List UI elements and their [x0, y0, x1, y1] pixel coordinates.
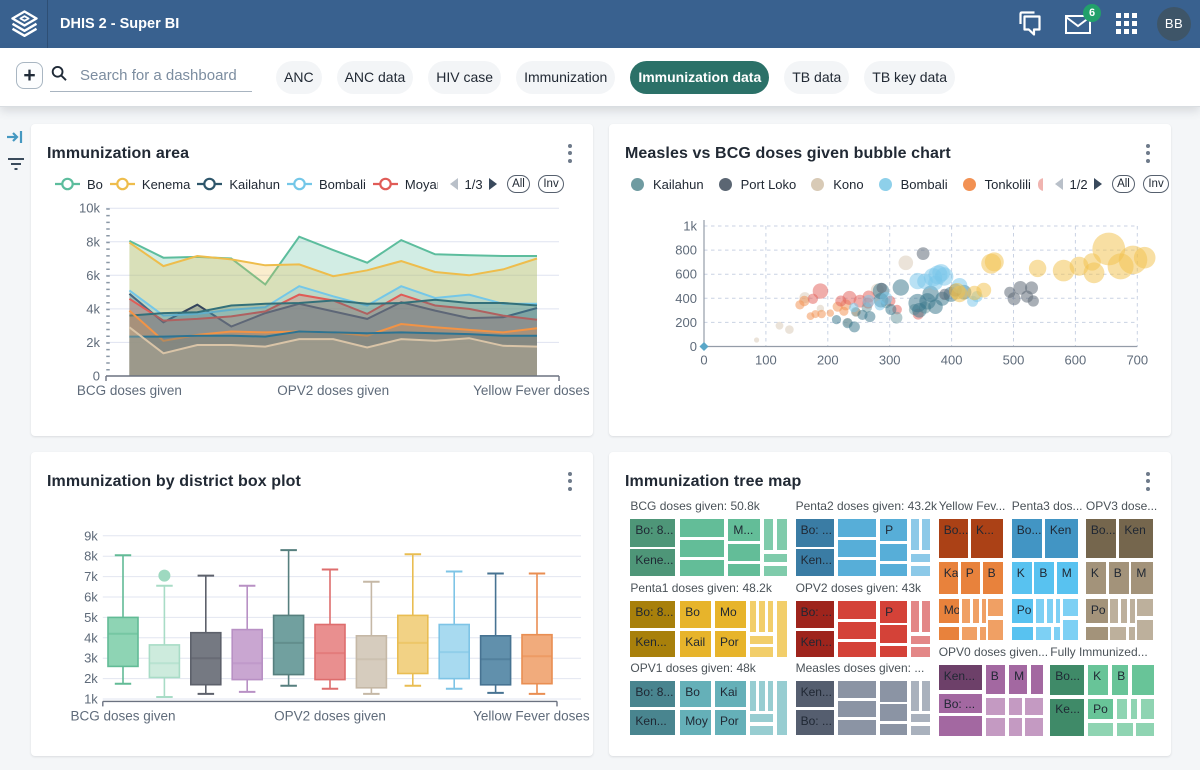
- svg-text:0: 0: [690, 339, 697, 354]
- svg-text:7k: 7k: [84, 569, 98, 584]
- svg-text:100: 100: [755, 353, 777, 368]
- svg-text:0: 0: [700, 353, 707, 368]
- svg-text:8k: 8k: [86, 234, 100, 249]
- svg-text:6k: 6k: [86, 268, 100, 283]
- svg-text:0: 0: [93, 369, 100, 384]
- svg-text:200: 200: [675, 315, 697, 330]
- svg-text:1k: 1k: [84, 692, 98, 707]
- svg-text:BCG doses given: BCG doses given: [77, 383, 182, 398]
- svg-text:OPV2 doses given: OPV2 doses given: [277, 383, 389, 398]
- svg-text:2k: 2k: [86, 335, 100, 350]
- svg-text:5k: 5k: [84, 610, 98, 625]
- svg-text:4k: 4k: [84, 630, 98, 645]
- svg-text:400: 400: [675, 291, 697, 306]
- svg-text:400: 400: [941, 353, 963, 368]
- svg-text:4k: 4k: [86, 301, 100, 316]
- svg-text:2k: 2k: [84, 671, 98, 686]
- svg-text:500: 500: [1003, 353, 1025, 368]
- svg-text:600: 600: [675, 267, 697, 282]
- svg-text:BCG doses given: BCG doses given: [70, 708, 175, 723]
- svg-text:1k: 1k: [683, 219, 697, 234]
- svg-text:Yellow Fever doses g: Yellow Fever doses g: [473, 383, 593, 398]
- svg-text:300: 300: [879, 353, 901, 368]
- svg-text:OPV2 doses given: OPV2 doses given: [274, 708, 386, 723]
- svg-text:9k: 9k: [84, 528, 98, 543]
- svg-text:8k: 8k: [84, 549, 98, 564]
- svg-text:200: 200: [817, 353, 839, 368]
- svg-text:800: 800: [675, 243, 697, 258]
- svg-text:Yellow Fever doses g: Yellow Fever doses g: [473, 708, 593, 723]
- svg-text:3k: 3k: [84, 651, 98, 666]
- svg-text:6k: 6k: [84, 590, 98, 605]
- svg-text:600: 600: [1065, 353, 1087, 368]
- svg-text:700: 700: [1126, 353, 1148, 368]
- svg-text:10k: 10k: [79, 201, 100, 216]
